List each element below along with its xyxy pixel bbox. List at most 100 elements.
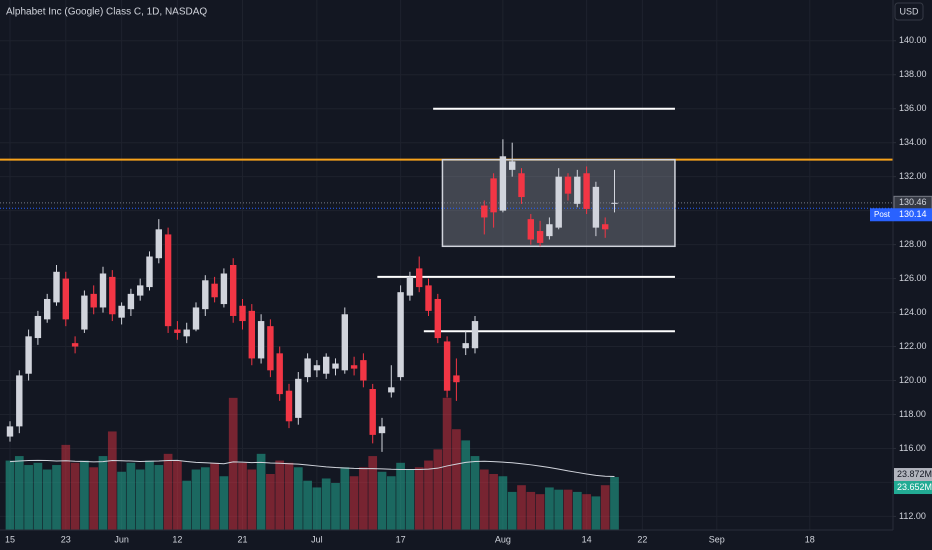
volume-bar	[154, 465, 164, 530]
x-tick-label: Sep	[709, 534, 725, 544]
y-tick-label: 112.00	[899, 511, 926, 521]
candle-body	[360, 360, 367, 381]
candle-body	[118, 305, 125, 318]
candle-body	[34, 315, 42, 339]
candle-body	[127, 293, 135, 310]
volume-bar	[554, 489, 564, 530]
candle-body	[509, 161, 516, 170]
volume-bar	[396, 462, 405, 530]
volume-bar	[563, 489, 573, 530]
post-price-tag	[870, 208, 932, 222]
candle-body	[44, 298, 51, 320]
volume-bar	[368, 456, 378, 530]
candle-body	[276, 353, 283, 395]
volume-bar	[284, 462, 294, 530]
volume-bar	[424, 460, 433, 530]
candle-body	[323, 356, 330, 374]
candle-body	[611, 202, 618, 204]
x-tick-label: 17	[396, 534, 406, 544]
volume-bar	[535, 494, 545, 530]
volume-bar	[173, 460, 182, 530]
post-price-label: 130.14	[899, 209, 927, 219]
candle-body	[202, 280, 209, 310]
candle-body	[416, 268, 423, 288]
candle-body	[99, 273, 107, 308]
candle-body	[295, 378, 302, 418]
candle-body	[16, 375, 23, 427]
x-tick-label: 22	[637, 534, 647, 544]
candle-body	[192, 307, 200, 330]
volume-bar	[377, 471, 387, 530]
candle-body	[230, 265, 237, 316]
volume-bar	[572, 491, 582, 530]
volume-bar	[98, 456, 108, 530]
volume-bar	[163, 453, 173, 530]
volume-bar	[517, 485, 526, 530]
candle-body	[137, 285, 144, 296]
volume-bar	[433, 449, 443, 530]
volume-bar	[107, 431, 117, 530]
volume-bar	[70, 462, 80, 530]
y-tick-label: 120.00	[899, 375, 927, 385]
volume-bar	[247, 469, 257, 530]
x-tick-label: Jun	[114, 534, 129, 544]
candle-body	[81, 295, 88, 330]
volume-bar	[293, 467, 303, 530]
x-tick-label: Jul	[311, 534, 323, 544]
candle-body	[434, 298, 441, 339]
volume-bar	[312, 487, 322, 530]
volume-bar	[42, 469, 52, 530]
volume-bar	[61, 444, 71, 530]
candle-body	[350, 365, 358, 369]
post-price-name: Post	[874, 210, 891, 219]
y-tick-label: 132.00	[899, 171, 927, 181]
candle-body	[490, 178, 497, 213]
candle-body	[592, 186, 600, 228]
volume-bar	[266, 474, 275, 530]
candle-body	[574, 176, 581, 204]
candle-body	[564, 176, 572, 194]
volume-ma-tag	[894, 468, 932, 482]
volume-bar	[414, 467, 424, 530]
y-tick-label: 122.00	[899, 341, 927, 351]
volume-bar	[610, 477, 619, 530]
candle-body	[527, 219, 534, 240]
candle-body	[555, 176, 562, 228]
x-tick-label: 18	[805, 534, 815, 544]
y-tick-label: 124.00	[899, 307, 927, 317]
volume-bar	[182, 480, 192, 530]
volume-bar	[135, 469, 145, 530]
y-tick-label: 136.00	[899, 103, 927, 113]
volume-bar	[52, 465, 61, 530]
candle-body	[90, 293, 97, 308]
y-tick-label: 118.00	[899, 409, 926, 419]
candle-body	[425, 285, 432, 311]
currency-button[interactable]	[894, 2, 924, 21]
currency-label[interactable]: USD	[899, 6, 919, 16]
candle-body	[443, 341, 451, 391]
x-tick-label: 21	[237, 534, 247, 544]
volume-bar	[256, 453, 266, 530]
volume-bar	[498, 476, 508, 530]
volume-bar	[461, 440, 471, 530]
candle-body	[602, 224, 609, 230]
candle-body	[397, 292, 404, 378]
volume-bar	[33, 462, 43, 530]
volume-ma-label: 23.872M	[897, 469, 932, 479]
volume-bar	[331, 482, 340, 530]
candle-body	[239, 305, 246, 322]
candle-body	[471, 321, 479, 349]
volume-bar	[349, 476, 359, 530]
x-tick-label: 14	[582, 534, 592, 544]
candle-body	[388, 387, 395, 393]
volume-bar	[5, 460, 15, 530]
volume-bar	[219, 476, 229, 530]
y-tick-label: 126.00	[899, 273, 927, 283]
volume-bar	[526, 491, 536, 530]
volume-bar	[145, 460, 154, 530]
volume-bar	[340, 467, 350, 530]
volume-bar	[405, 469, 415, 530]
candle-body	[546, 224, 553, 237]
